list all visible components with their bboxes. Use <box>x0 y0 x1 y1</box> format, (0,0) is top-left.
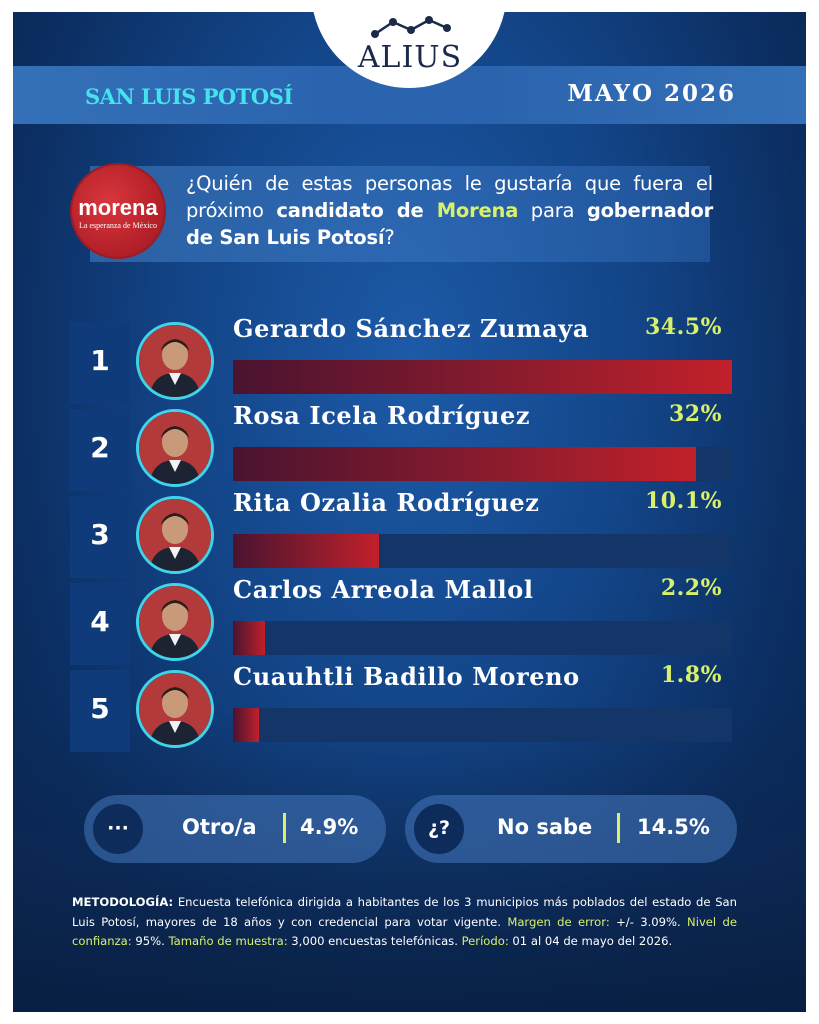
bar-fill <box>233 621 265 655</box>
rank-box: 4 <box>70 583 130 665</box>
rank-number: 3 <box>90 518 110 551</box>
pill-divider <box>283 813 286 843</box>
morena-logo: morena La esperanza de México <box>70 163 166 259</box>
question-text: ? <box>384 226 395 249</box>
candidate-avatar <box>136 409 214 487</box>
candidate-name: Rosa Icela Rodríguez <box>233 401 531 430</box>
bar-track <box>233 447 732 481</box>
methodology-key: Nivel de confianza: <box>72 914 737 949</box>
rank-box: 2 <box>70 409 130 491</box>
rank-number: 2 <box>90 431 110 464</box>
question-text: para <box>518 199 587 222</box>
unknown-value: 14.5% <box>637 815 710 839</box>
candidate-percentage: 10.1% <box>645 488 722 514</box>
bar-fill <box>233 708 259 742</box>
pill-divider <box>617 813 620 843</box>
morena-logo-tagline: La esperanza de México <box>79 221 157 230</box>
question-band <box>90 166 710 262</box>
survey-question: ¿Quién de estas personas le gustaría que… <box>186 170 713 251</box>
morena-logo-word: morena <box>78 195 158 220</box>
rank-box: 5 <box>70 670 130 752</box>
other-pill: ··· Otro/a 4.9% <box>84 795 386 863</box>
question-party: Morena <box>436 199 519 222</box>
other-value: 4.9% <box>300 815 359 839</box>
methodology-text: 95%. <box>131 934 169 948</box>
candidate-percentage: 1.8% <box>660 662 722 688</box>
candidate-row: 2 Rosa Icela Rodríguez 32% <box>70 401 793 491</box>
methodology-text: Encuesta telefónica dirigida a habitante… <box>72 895 737 929</box>
question-emphasis: candidato de <box>276 199 437 222</box>
methodology-note: METODOLOGÍA: Encuesta telefónica dirigid… <box>72 893 737 952</box>
rank-number: 4 <box>90 605 110 638</box>
candidate-row: 1 Gerardo Sánchez Zumaya 34.5% <box>70 314 793 404</box>
question-text: ¿Quién de estas personas le gustaría que… <box>186 172 713 222</box>
alius-logo-mark-icon <box>371 16 451 38</box>
candidate-avatar <box>136 496 214 574</box>
ellipsis-icon: ··· <box>93 804 143 854</box>
candidate-percentage: 32% <box>668 401 722 427</box>
candidate-row: 4 Carlos Arreola Mallol 2.2% <box>70 575 793 665</box>
rank-number: 1 <box>90 344 110 377</box>
question-office: gobernador de San Luis Potosí <box>186 199 713 249</box>
candidate-name: Carlos Arreola Mallol <box>233 575 534 604</box>
methodology-key: METODOLOGÍA: <box>72 895 174 909</box>
alius-logo-text: ALIUS <box>357 40 463 75</box>
candidate-row: 5 Cuauhtli Badillo Moreno 1.8% <box>70 662 793 752</box>
candidate-row: 3 Rita Ozalia Rodríguez 10.1% <box>70 488 793 578</box>
candidate-avatar <box>136 583 214 661</box>
methodology-key: Tamaño de muestra: <box>168 934 288 948</box>
bar-track <box>233 708 732 742</box>
candidate-percentage: 2.2% <box>660 575 722 601</box>
candidate-avatar <box>136 670 214 748</box>
other-label: Otro/a <box>182 815 257 839</box>
bar-track <box>233 534 732 568</box>
unknown-label: No sabe <box>497 815 593 839</box>
methodology-text: 3,000 encuestas telefónicas. <box>287 934 462 948</box>
methodology-key: Período: <box>461 934 509 948</box>
candidate-avatar <box>136 322 214 400</box>
bar-fill <box>233 447 696 481</box>
date-label: MAYO 2026 <box>567 80 736 107</box>
candidate-name: Rita Ozalia Rodríguez <box>233 488 540 517</box>
candidate-name: Cuauhtli Badillo Moreno <box>233 662 580 691</box>
methodology-text: +/- 3.09%. <box>609 914 688 929</box>
candidate-name: Gerardo Sánchez Zumaya <box>233 314 590 343</box>
candidate-percentage: 34.5% <box>645 314 722 340</box>
bar-track <box>233 360 732 394</box>
methodology-key: Margen de error: <box>507 914 610 929</box>
unknown-pill: ¿? No sabe 14.5% <box>405 795 737 863</box>
bar-track <box>233 621 732 655</box>
rank-box: 1 <box>70 322 130 404</box>
region-label: SAN LUIS POTOSÍ <box>85 84 293 109</box>
rank-box: 3 <box>70 496 130 578</box>
bar-fill <box>233 360 732 394</box>
question-mark-icon: ¿? <box>414 804 464 854</box>
methodology-text: 01 al 04 de mayo del 2026. <box>508 934 673 948</box>
rank-number: 5 <box>90 692 110 725</box>
bar-fill <box>233 534 379 568</box>
